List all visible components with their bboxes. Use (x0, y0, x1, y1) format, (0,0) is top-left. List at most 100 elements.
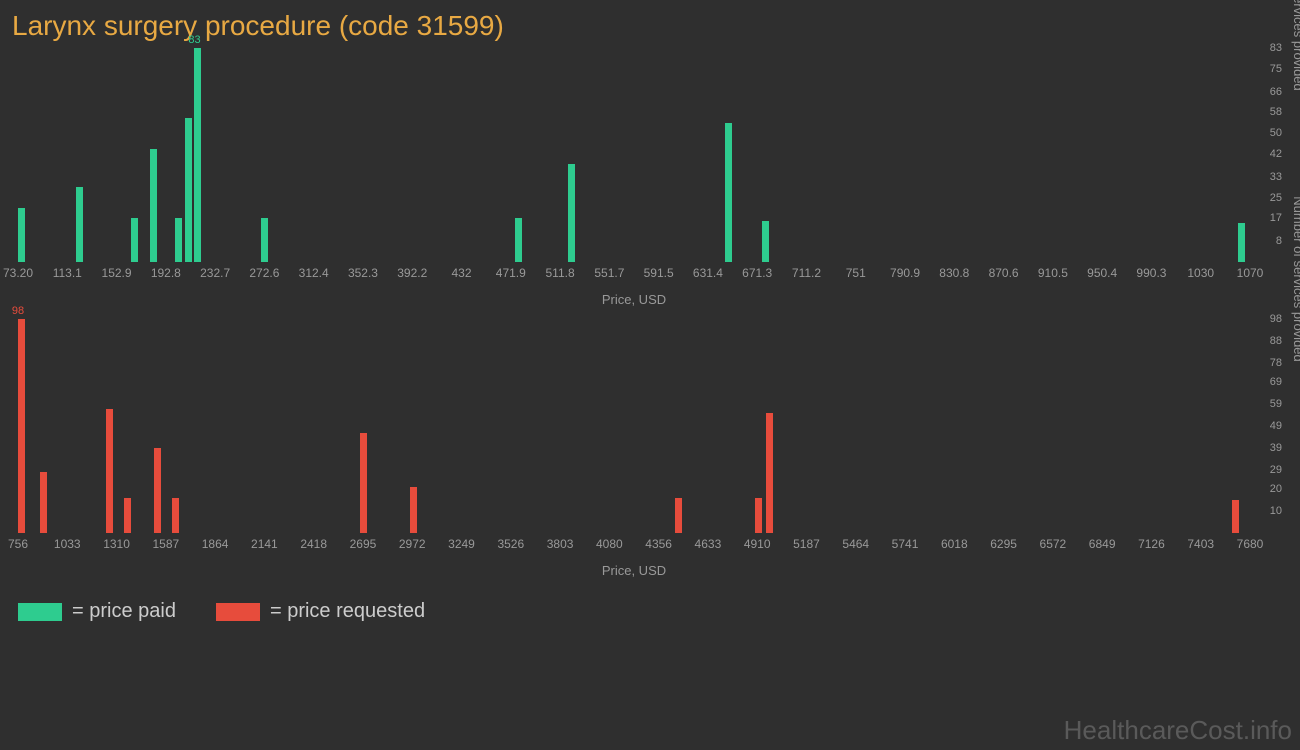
y-tick: 78 (1254, 357, 1282, 369)
x-tick: 3803 (547, 537, 574, 551)
y-tick: 98 (1254, 313, 1282, 325)
x-tick: 352.3 (348, 266, 378, 280)
bar (755, 498, 762, 533)
x-ticks-paid: 73.20113.1152.9192.8232.7272.6312.4352.3… (18, 264, 1250, 284)
x-tick: 1033 (54, 537, 81, 551)
x-tick: 4080 (596, 537, 623, 551)
x-tick: 4356 (645, 537, 672, 551)
bars-region-requested: 98 (18, 319, 1250, 533)
chart-paid: 83 73.20113.1152.9192.8232.7272.6312.435… (18, 48, 1250, 307)
chart-requested: 98 7561033131015871864214124182695297232… (18, 319, 1250, 578)
x-tick: 392.2 (397, 266, 427, 280)
y-tick: 8 (1254, 235, 1282, 247)
x-tick: 551.7 (594, 266, 624, 280)
x-ticks-requested: 7561033131015871864214124182695297232493… (18, 535, 1250, 555)
x-tick: 751 (846, 266, 866, 280)
x-tick: 113.1 (53, 266, 82, 280)
x-tick: 1310 (103, 537, 130, 551)
bar (1232, 500, 1239, 533)
x-axis-label-paid: Price, USD (18, 292, 1250, 307)
peak-label: 98 (12, 305, 24, 317)
y-axis-label-requested: Number of services provided (1291, 196, 1300, 361)
bar (18, 319, 25, 533)
x-tick: 830.8 (939, 266, 969, 280)
bar (185, 118, 192, 262)
x-tick: 990.3 (1136, 266, 1166, 280)
bar (360, 433, 367, 533)
y-tick: 10 (1254, 505, 1282, 517)
y-tick: 58 (1254, 106, 1282, 118)
legend-item-paid: = price paid (18, 600, 176, 623)
x-tick: 312.4 (299, 266, 329, 280)
x-tick: 2418 (300, 537, 327, 551)
x-tick: 671.3 (742, 266, 772, 280)
x-tick: 790.9 (890, 266, 920, 280)
swatch-requested (216, 603, 260, 621)
x-tick: 950.4 (1087, 266, 1117, 280)
y-tick: 50 (1254, 127, 1282, 139)
x-tick: 2695 (350, 537, 377, 551)
x-tick: 1587 (152, 537, 179, 551)
x-tick: 7680 (1237, 537, 1264, 551)
x-tick: 4633 (695, 537, 722, 551)
x-tick: 870.6 (989, 266, 1019, 280)
y-tick: 66 (1254, 86, 1282, 98)
y-tick: 17 (1254, 212, 1282, 224)
watermark: HealthcareCost.info (1064, 715, 1292, 746)
x-tick: 1864 (202, 537, 229, 551)
y-tick: 83 (1254, 42, 1282, 54)
legend-item-requested: = price requested (216, 600, 425, 623)
x-tick: 910.5 (1038, 266, 1068, 280)
bar (154, 448, 161, 533)
swatch-paid (18, 603, 62, 621)
y-tick: 88 (1254, 335, 1282, 347)
y-tick: 39 (1254, 442, 1282, 454)
bar (131, 218, 138, 262)
bar (725, 123, 732, 262)
bar (515, 218, 522, 262)
y-tick: 59 (1254, 398, 1282, 410)
x-tick: 432 (452, 266, 472, 280)
x-axis-label-requested: Price, USD (18, 563, 1250, 578)
bar (40, 472, 47, 533)
bar (762, 221, 769, 262)
x-tick: 7403 (1187, 537, 1214, 551)
peak-label: 83 (188, 34, 200, 46)
bar (675, 498, 682, 533)
x-tick: 5187 (793, 537, 820, 551)
x-tick: 711.2 (792, 266, 821, 280)
y-ticks-requested: 10202939495969788898 (1254, 319, 1282, 533)
y-tick: 49 (1254, 420, 1282, 432)
bar (568, 164, 575, 262)
x-tick: 7126 (1138, 537, 1165, 551)
x-tick: 73.20 (3, 266, 33, 280)
x-tick: 2972 (399, 537, 426, 551)
x-tick: 6018 (941, 537, 968, 551)
y-tick: 42 (1254, 148, 1282, 160)
x-tick: 232.7 (200, 266, 230, 280)
x-tick: 3249 (448, 537, 475, 551)
bar (76, 187, 83, 262)
x-tick: 591.5 (644, 266, 674, 280)
y-tick: 20 (1254, 483, 1282, 495)
x-tick: 4910 (744, 537, 771, 551)
x-tick: 1030 (1187, 266, 1214, 280)
bar (124, 498, 131, 533)
bar (194, 48, 201, 262)
x-tick: 272.6 (249, 266, 279, 280)
x-tick: 3526 (497, 537, 524, 551)
x-tick: 6295 (990, 537, 1017, 551)
bar (150, 149, 157, 262)
y-axis-label-paid: Number of services provided (1291, 0, 1300, 91)
y-tick: 29 (1254, 464, 1282, 476)
x-tick: 152.9 (102, 266, 132, 280)
bar (766, 413, 773, 533)
y-tick: 69 (1254, 376, 1282, 388)
x-tick: 511.8 (546, 266, 575, 280)
x-tick: 631.4 (693, 266, 723, 280)
x-tick: 5741 (892, 537, 919, 551)
x-tick: 756 (8, 537, 28, 551)
bar (1238, 223, 1245, 262)
bar (410, 487, 417, 533)
bar (18, 208, 25, 262)
